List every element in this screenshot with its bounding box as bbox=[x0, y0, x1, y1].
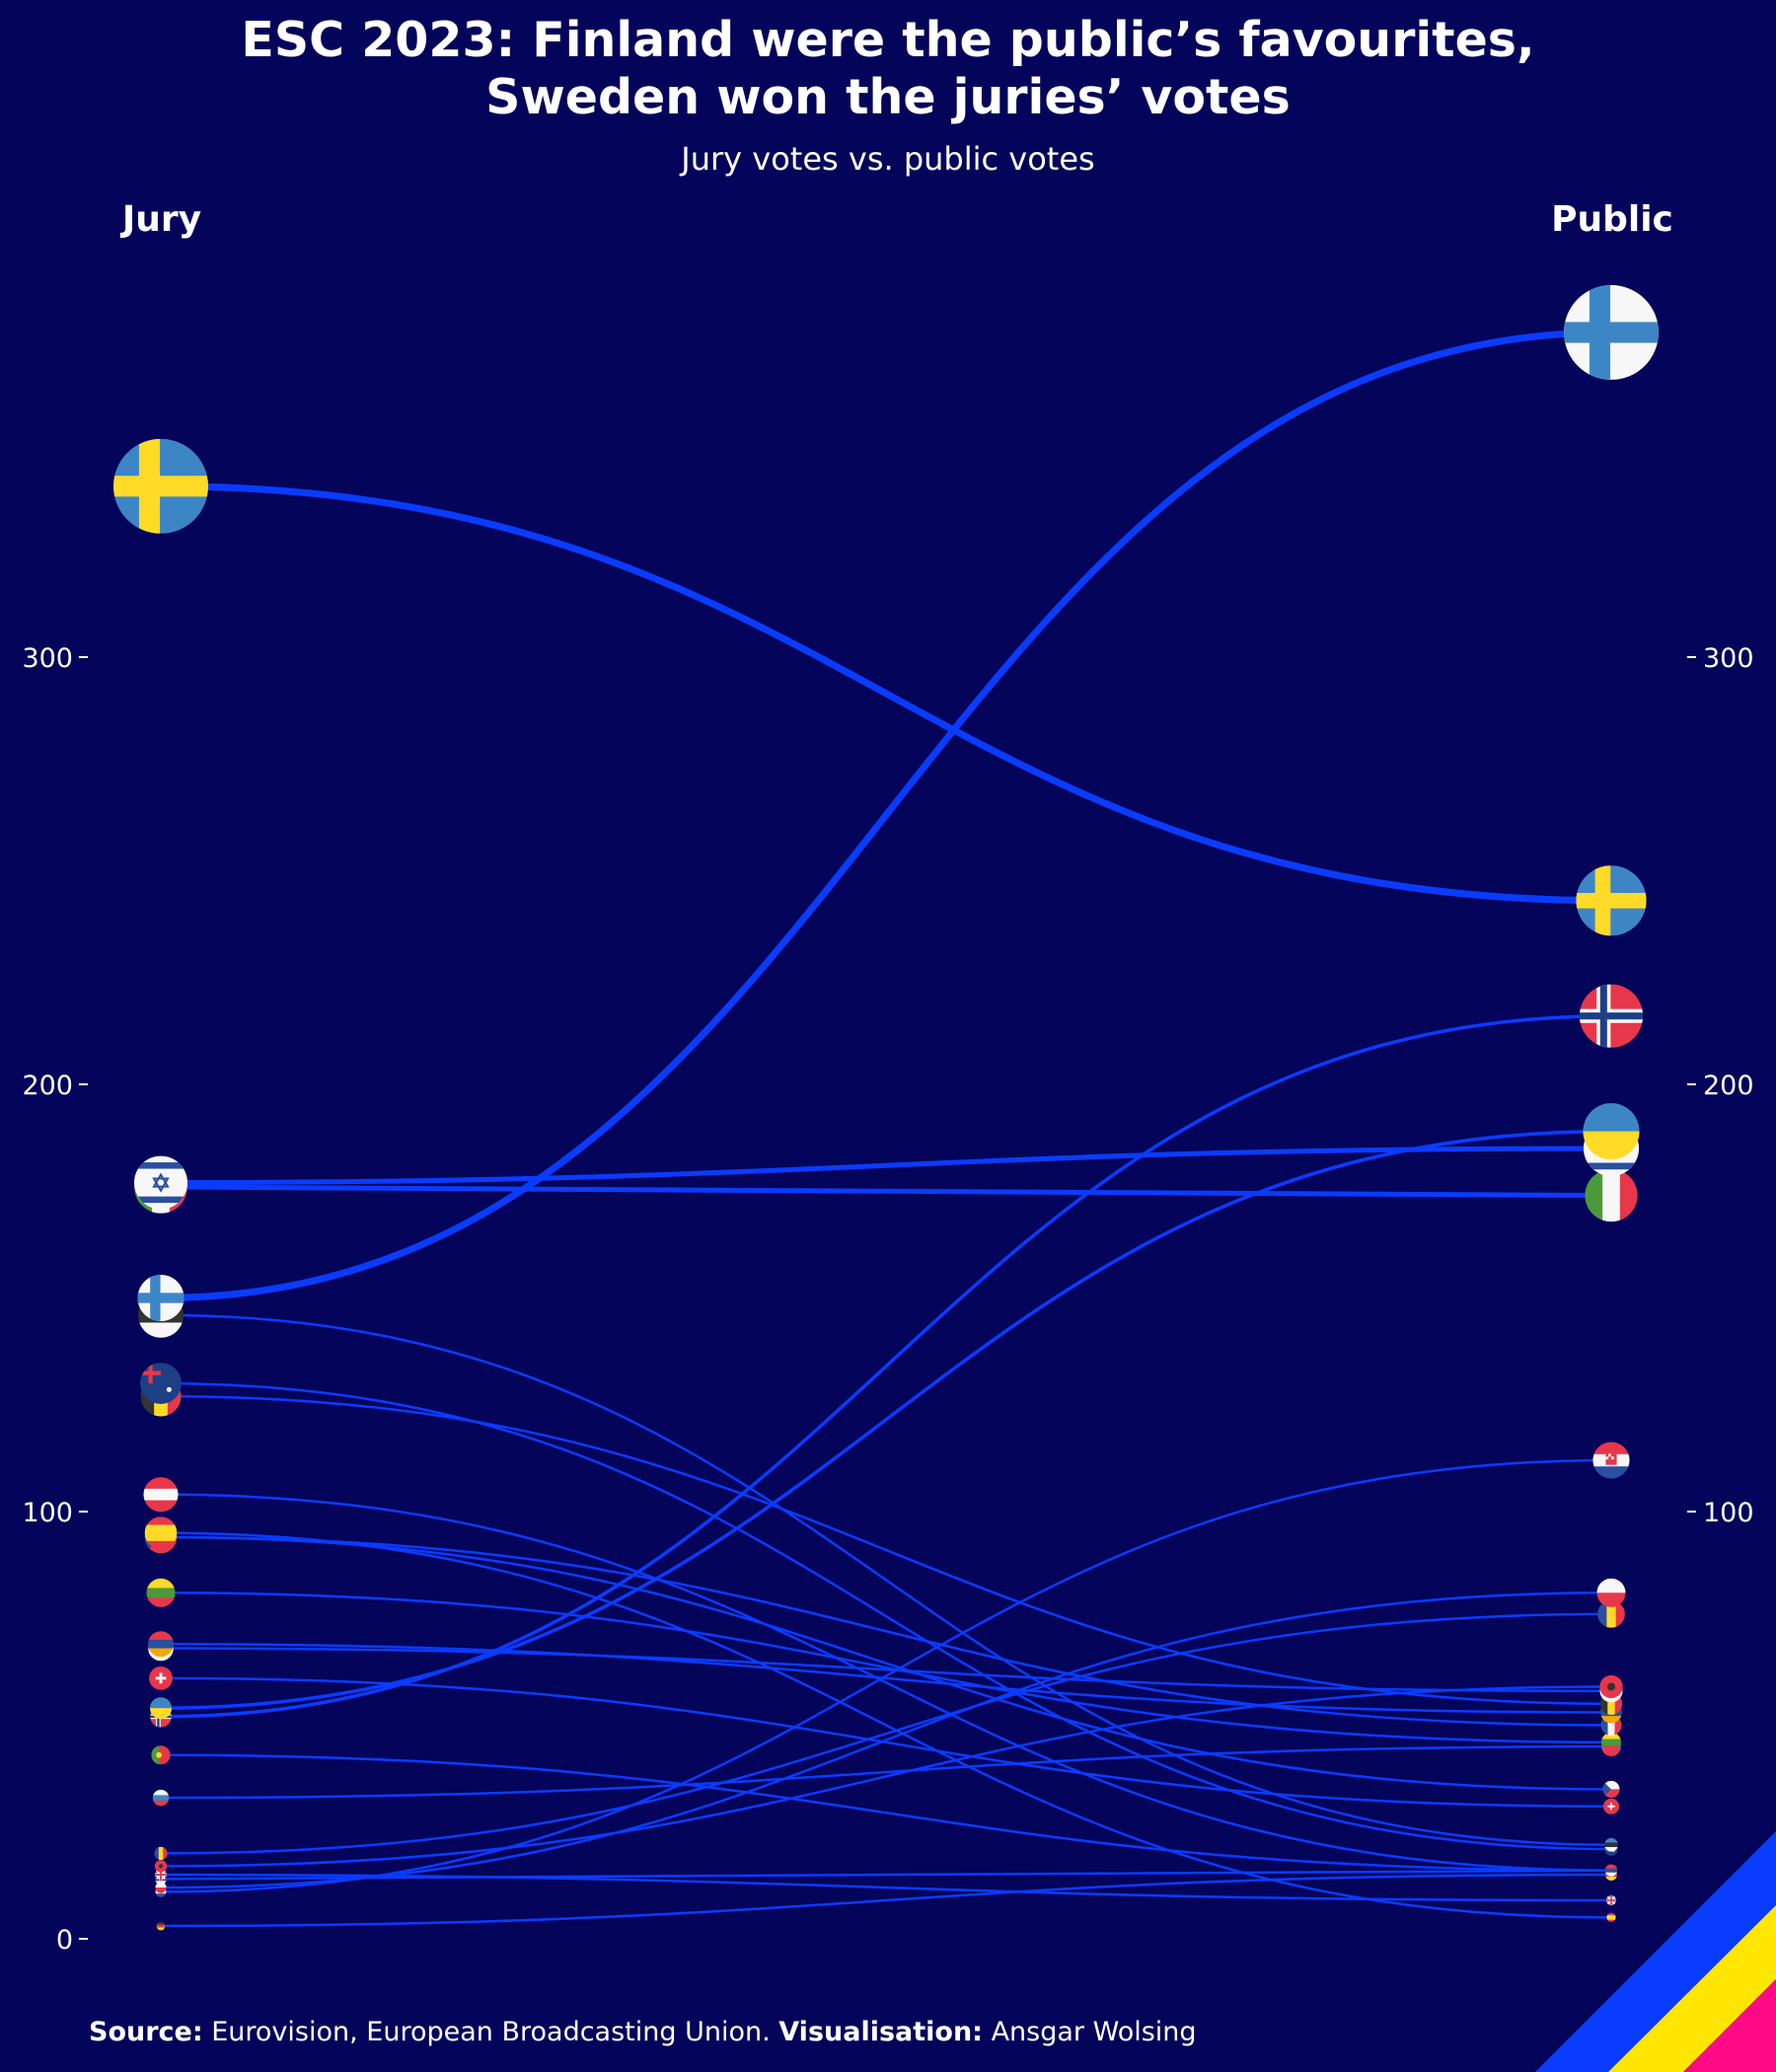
public-flag-serbia-icon bbox=[1604, 1864, 1618, 1877]
chart-title-line-1: ESC 2023: Finland were the public’s favo… bbox=[241, 12, 1535, 68]
jury-flag-moldova-icon bbox=[154, 1846, 168, 1860]
public-flag-croatia-icon bbox=[1592, 1442, 1630, 1479]
jury-flag-armenia-icon bbox=[148, 1631, 174, 1658]
public-flag-estonia-icon bbox=[1604, 1837, 1618, 1852]
series-line-croatia bbox=[159, 1458, 1613, 1893]
corner-stripe bbox=[1535, 1831, 1776, 2072]
jury-column-label: Jury bbox=[121, 199, 202, 240]
public-flag-albania-icon bbox=[1599, 1674, 1623, 1699]
series-line-cyprus bbox=[159, 1647, 1613, 1693]
public-flag-czechia-icon bbox=[1602, 1780, 1620, 1798]
jury-flag-albania-icon bbox=[154, 1860, 168, 1873]
corner-stripes-decoration bbox=[1535, 1831, 1776, 2072]
series-line-albania bbox=[159, 1685, 1613, 1868]
corner-stripe bbox=[1608, 1905, 1776, 2072]
source-text: Eurovision, European Broadcasting Union. bbox=[202, 2017, 779, 2047]
jury-flag-ukraine-icon bbox=[149, 1697, 173, 1720]
series-line-switzerland bbox=[159, 1676, 1613, 1809]
public-flag-poland-icon bbox=[1596, 1578, 1626, 1607]
public-flag-belgium-icon bbox=[1599, 1692, 1623, 1715]
series-line-belgium bbox=[159, 1394, 1613, 1706]
public-flag-norway-icon bbox=[1579, 984, 1644, 1048]
series-line-finland bbox=[157, 329, 1615, 1301]
public-flag-uk-icon bbox=[1605, 1894, 1617, 1906]
series-line-france bbox=[159, 1535, 1613, 1727]
public-flag-spain-icon bbox=[1606, 1912, 1616, 1922]
jury-flag-austria-icon bbox=[143, 1477, 179, 1513]
source-label: Source: bbox=[89, 2017, 203, 2047]
visualisation-text: Ansgar Wolsing bbox=[982, 2017, 1197, 2047]
jury-flag-spain-icon bbox=[144, 1517, 178, 1550]
jury-flag-israel-icon bbox=[133, 1155, 188, 1210]
chart-title-line-2: Sweden won the juries’ votes bbox=[485, 69, 1291, 125]
public-flag-sweden-icon bbox=[1576, 865, 1647, 936]
public-flag-lithuania-icon bbox=[1601, 1732, 1621, 1752]
series-line-australia bbox=[159, 1381, 1613, 1851]
jury-flag-germany-icon bbox=[156, 1921, 166, 1931]
series-line-serbia bbox=[159, 1869, 1613, 1881]
jury-flag-lithuania-icon bbox=[146, 1578, 176, 1607]
series-line-uk bbox=[159, 1873, 1613, 1902]
left-tick-label: 300 bbox=[22, 643, 73, 674]
jury-flag-portugal-icon bbox=[151, 1745, 171, 1765]
series-line-estonia bbox=[159, 1313, 1613, 1846]
series-line-czechia bbox=[159, 1535, 1613, 1791]
visualisation-label: Visualisation: bbox=[778, 2017, 983, 2047]
country-flags bbox=[113, 284, 1659, 1931]
series-line-portugal bbox=[159, 1753, 1613, 1872]
series-line-armenia bbox=[159, 1642, 1613, 1714]
series-line-germany bbox=[159, 1873, 1613, 1928]
public-flag-switzerland-icon bbox=[1602, 1798, 1620, 1814]
series-lines bbox=[157, 329, 1615, 1928]
source-caption: Source: Eurovision, European Broadcastin… bbox=[89, 2017, 1197, 2047]
public-column-label: Public bbox=[1551, 199, 1673, 240]
right-tick-label: 200 bbox=[1703, 1071, 1754, 1101]
jury-flag-poland-icon bbox=[155, 1882, 167, 1893]
series-line-norway bbox=[159, 1013, 1613, 1719]
left-tick-label: 200 bbox=[22, 1071, 73, 1101]
series-line-spain bbox=[159, 1531, 1613, 1919]
series-line-slovenia bbox=[159, 1744, 1613, 1800]
right-tick-label: 300 bbox=[1703, 643, 1754, 674]
left-tick-label: 100 bbox=[22, 1498, 73, 1528]
public-flag-finland-icon bbox=[1564, 284, 1659, 380]
jury-flag-finland-icon bbox=[137, 1275, 185, 1321]
public-flag-france-icon bbox=[1600, 1715, 1622, 1736]
jury-flag-sweden-icon bbox=[113, 438, 208, 534]
series-line-poland bbox=[159, 1591, 1613, 1889]
jury-flag-slovenia-icon bbox=[152, 1789, 170, 1807]
series-line-ukraine bbox=[159, 1129, 1613, 1710]
public-flag-moldova-icon bbox=[1597, 1600, 1625, 1628]
public-flag-italy-icon bbox=[1585, 1168, 1638, 1222]
series-line-italy bbox=[158, 1184, 1614, 1199]
chart-subtitle: Jury votes vs. public votes bbox=[681, 140, 1095, 178]
series-line-sweden bbox=[157, 482, 1615, 905]
left-tick-label: 0 bbox=[56, 1925, 73, 1956]
jury-flag-switzerland-icon bbox=[149, 1665, 173, 1690]
series-line-moldova bbox=[159, 1612, 1613, 1855]
series-line-lithuania bbox=[159, 1591, 1613, 1744]
jury-flag-australia-icon bbox=[140, 1363, 182, 1404]
right-tick-label: 100 bbox=[1703, 1498, 1754, 1528]
corner-stripe bbox=[1683, 1979, 1776, 2072]
axes: 00100100200200300300 bbox=[22, 643, 1753, 1956]
series-line-israel bbox=[158, 1146, 1614, 1186]
series-line-austria bbox=[159, 1493, 1613, 1872]
